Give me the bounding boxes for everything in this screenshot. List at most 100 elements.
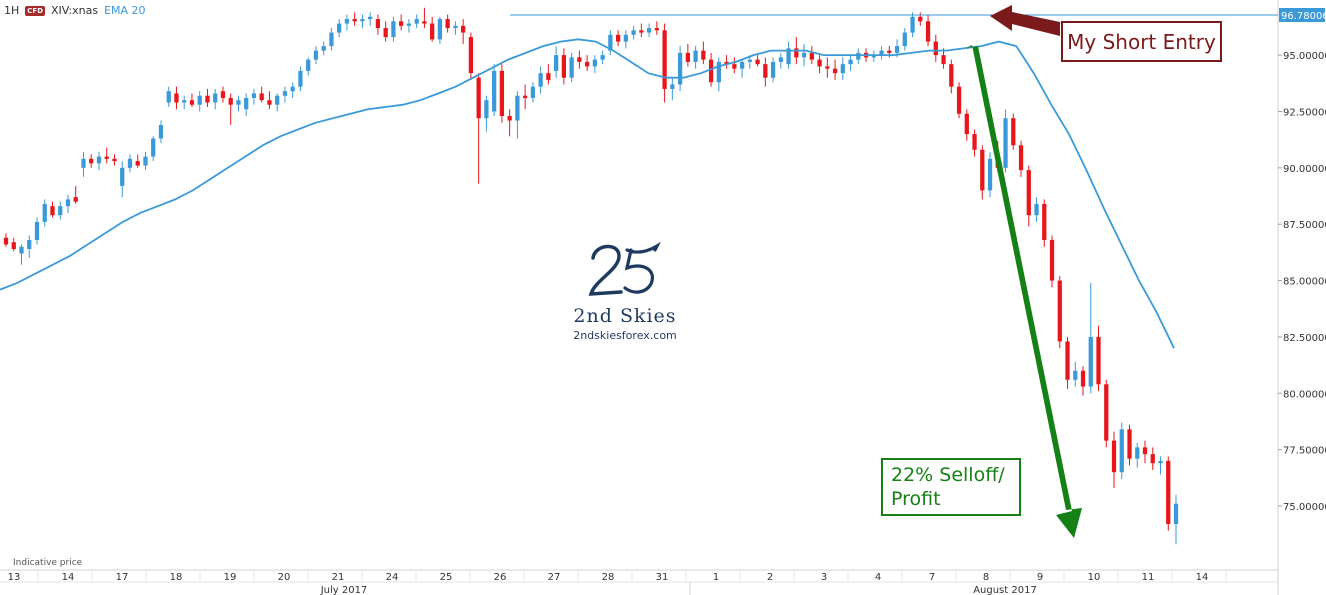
candle-down bbox=[476, 77, 481, 119]
candle-down bbox=[1150, 454, 1155, 464]
price-tick-label: 95.00000 bbox=[1283, 51, 1326, 62]
selloff-profit-annotation: 22% Selloff/ Profit bbox=[881, 458, 1021, 516]
candle-down bbox=[615, 34, 621, 42]
candle-down bbox=[1096, 336, 1101, 385]
candle-down bbox=[1026, 170, 1031, 216]
candle-up bbox=[251, 93, 257, 98]
candle-down bbox=[383, 28, 388, 38]
candle-up bbox=[313, 50, 319, 60]
candle-up bbox=[213, 93, 218, 103]
candle-down bbox=[925, 21, 931, 42]
candle-up bbox=[677, 52, 683, 85]
candle-down bbox=[980, 149, 985, 191]
candle-down bbox=[430, 23, 435, 40]
candle-up bbox=[1135, 447, 1140, 459]
month-label: August 2017 bbox=[973, 585, 1037, 595]
day-label: 2 bbox=[767, 572, 773, 583]
candle-up bbox=[1034, 203, 1039, 216]
candle-up bbox=[1003, 118, 1008, 168]
candle-up bbox=[290, 86, 295, 92]
candle-up bbox=[1088, 336, 1093, 387]
candle-up bbox=[770, 61, 776, 78]
day-label: 13 bbox=[8, 572, 21, 583]
candle-down bbox=[662, 30, 667, 89]
day-label: 1 bbox=[713, 572, 719, 583]
symbol-label[interactable]: XIV:xnas bbox=[51, 4, 99, 17]
candle-up bbox=[608, 34, 613, 51]
candle-down bbox=[11, 242, 16, 250]
candle-up bbox=[894, 46, 900, 53]
day-label: 26 bbox=[494, 572, 507, 583]
candle-down bbox=[1080, 370, 1086, 387]
candle-down bbox=[972, 134, 977, 150]
candle-down bbox=[546, 73, 551, 80]
day-label: 18 bbox=[170, 572, 183, 583]
interval-label[interactable]: 1H bbox=[4, 4, 20, 17]
candle-up bbox=[646, 28, 652, 33]
candle-up bbox=[158, 125, 164, 139]
price-tick-label: 87.50000 bbox=[1283, 220, 1326, 231]
candle-down bbox=[352, 19, 357, 22]
day-label: 25 bbox=[440, 572, 453, 583]
cfd-badge-icon: CFD bbox=[25, 5, 46, 16]
candle-down bbox=[73, 197, 78, 202]
candle-up bbox=[987, 158, 993, 191]
candle-up bbox=[879, 50, 884, 56]
candle-up bbox=[747, 59, 752, 62]
candle-down bbox=[887, 50, 892, 53]
candle-up bbox=[306, 59, 311, 71]
candle-up bbox=[391, 21, 396, 38]
candle-up bbox=[182, 100, 187, 103]
current-price-badge bbox=[1279, 8, 1325, 22]
candle-up bbox=[693, 50, 698, 62]
candle-up bbox=[127, 158, 133, 168]
candle-up bbox=[910, 16, 915, 33]
candle-down bbox=[941, 55, 946, 65]
price-tick-label: 85.00000 bbox=[1283, 277, 1326, 288]
candle-up bbox=[515, 95, 520, 121]
month-label: July 2017 bbox=[320, 585, 368, 595]
candle-up bbox=[329, 32, 334, 47]
candle-down bbox=[1104, 384, 1109, 441]
candle-up bbox=[368, 16, 373, 20]
candle-up bbox=[120, 167, 125, 186]
candle-down bbox=[685, 52, 690, 62]
candle-up bbox=[1073, 370, 1078, 380]
day-label: 11 bbox=[1142, 572, 1155, 583]
candle-down bbox=[174, 93, 179, 103]
candle-up bbox=[143, 156, 148, 166]
candle-up bbox=[592, 59, 598, 67]
day-label: 17 bbox=[116, 572, 129, 583]
ema-indicator-label[interactable]: EMA 20 bbox=[104, 4, 146, 17]
candle-down bbox=[1127, 429, 1132, 459]
candle-down bbox=[1111, 440, 1117, 473]
logo-mark-icon bbox=[588, 241, 661, 296]
chart-header: 1H CFD XIV:xnas EMA 20 bbox=[4, 4, 146, 17]
candle-down bbox=[949, 64, 954, 87]
candle-down bbox=[577, 57, 582, 62]
day-label: 4 bbox=[875, 572, 881, 583]
candle-up bbox=[554, 55, 559, 71]
candle-up bbox=[166, 91, 171, 103]
candle-up bbox=[298, 70, 303, 87]
candle-up bbox=[631, 30, 636, 35]
candle-down bbox=[1057, 280, 1062, 342]
price-tick-label: 77.50000 bbox=[1283, 446, 1326, 457]
candle-up bbox=[197, 95, 202, 105]
candle-down bbox=[1065, 341, 1070, 380]
candle-down bbox=[708, 59, 714, 83]
candle-up bbox=[1173, 503, 1179, 525]
candle-up bbox=[81, 158, 86, 168]
indicative-price-note: Indicative price bbox=[13, 558, 83, 568]
candle-down bbox=[732, 64, 737, 69]
candle-down bbox=[1042, 203, 1047, 240]
ema-20-line bbox=[0, 38, 1175, 349]
candle-down bbox=[933, 41, 938, 56]
entry-arrow-icon bbox=[990, 5, 1060, 36]
day-label: 9 bbox=[1037, 572, 1043, 583]
candle-up bbox=[623, 34, 628, 42]
candle-up bbox=[848, 59, 853, 65]
candle-down bbox=[468, 37, 474, 74]
price-tick-label: 80.00000 bbox=[1283, 389, 1326, 400]
